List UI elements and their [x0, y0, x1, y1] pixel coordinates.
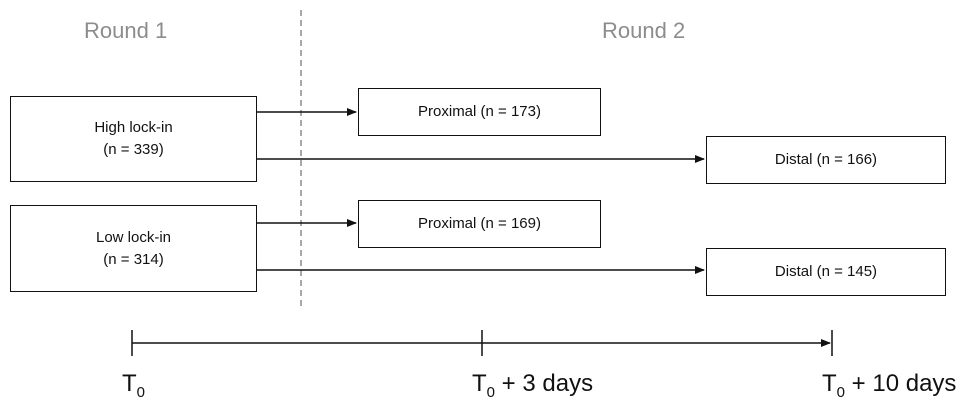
high-proximal-box: Proximal (n = 173) — [358, 88, 601, 136]
low-lock-in-name: Low lock-in — [95, 228, 172, 246]
high-lock-in-count: (n = 339) — [103, 141, 164, 158]
low-lock-in-count: (n = 314) — [103, 250, 164, 268]
low-distal-box: Distal (n = 145) — [706, 248, 946, 296]
low-lock-in-box: Low lock-in (n = 314) — [10, 205, 257, 292]
timeline-label-t3: T0 + 3 days — [472, 370, 594, 401]
low-proximal-label: Proximal (n = 169) — [418, 215, 541, 232]
high-distal-box: Distal (n = 166) — [706, 136, 946, 184]
high-distal-label: Distal (n = 166) — [774, 151, 878, 168]
timeline-label-t0: T0 — [122, 370, 146, 401]
high-lock-in-box: High lock-in (n = 339) — [10, 96, 257, 182]
low-distal-label: Distal (n = 145) — [774, 263, 878, 280]
round-1-label: Round 1 — [84, 18, 168, 43]
high-proximal-label: Proximal (n = 173) — [418, 103, 541, 120]
timeline-label-t10: T0 + 10 days — [822, 370, 957, 401]
high-lock-in-name: High lock-in — [94, 119, 173, 136]
round-2-label: Round 2 — [602, 18, 686, 43]
low-proximal-box: Proximal (n = 169) — [358, 200, 601, 248]
